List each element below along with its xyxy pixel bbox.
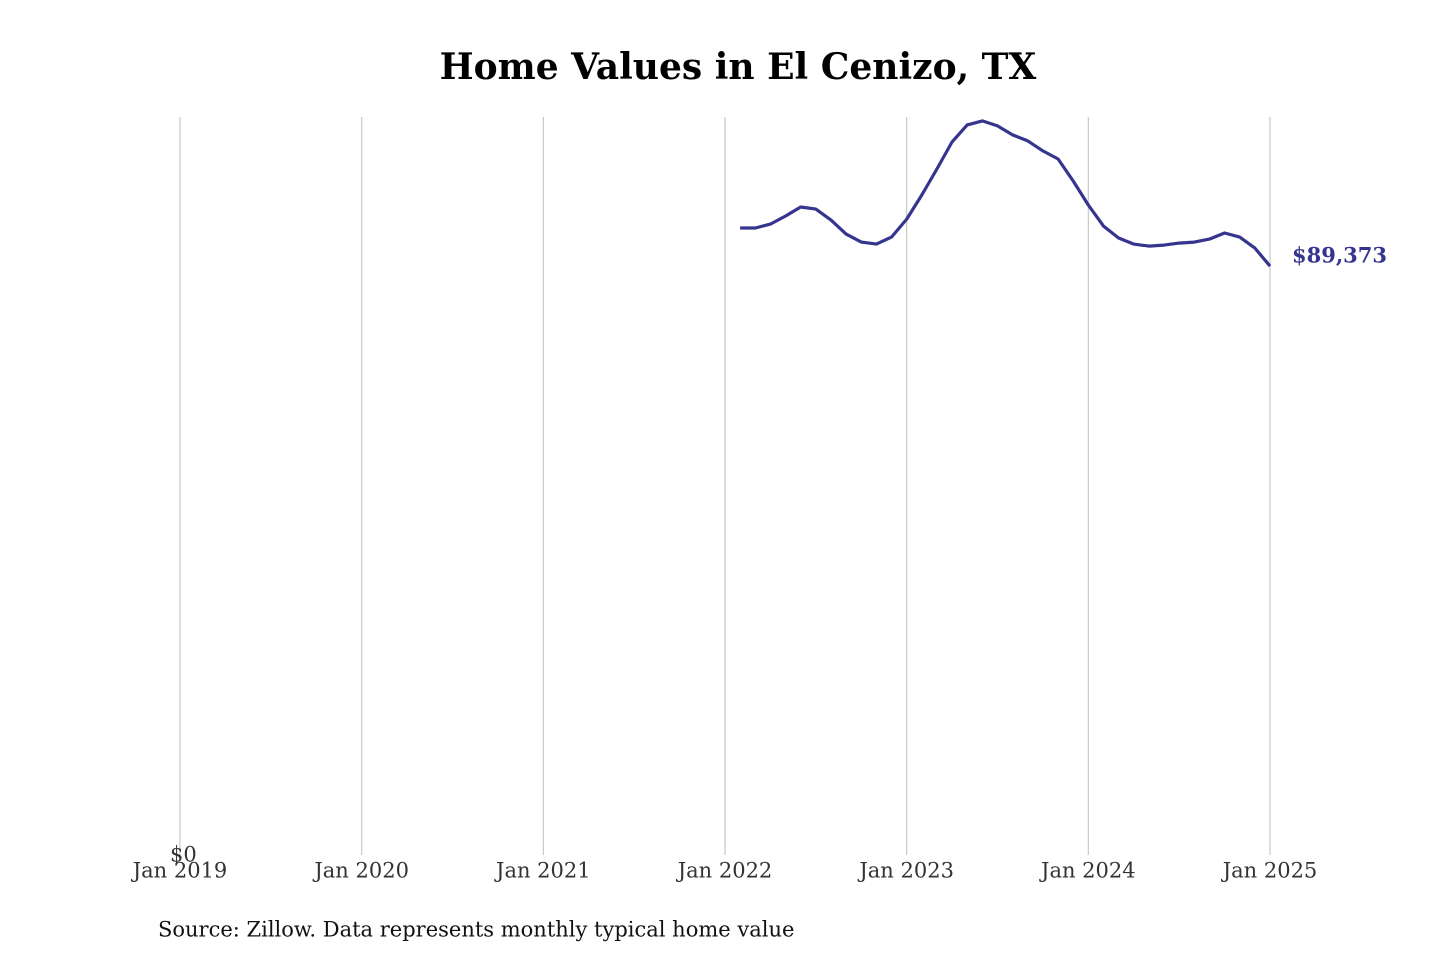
x-tick-label: Jan 2020 <box>312 859 409 883</box>
line-series <box>740 119 1272 268</box>
chart-title: Home Values in El Cenizo, TX <box>440 46 1037 88</box>
x-tick-label: Jan 2021 <box>494 859 591 883</box>
value-label: $89,373 <box>1292 243 1387 268</box>
x-tick-label: Jan 2025 <box>1221 859 1318 883</box>
y-tick-label: $0 <box>170 843 197 867</box>
x-tick-label: Jan 2022 <box>676 859 773 883</box>
source-note: Source: Zillow. Data represents monthly … <box>158 918 794 942</box>
x-tick-label: Jan 2019 <box>131 859 228 883</box>
x-tick-label: Jan 2024 <box>1039 859 1136 883</box>
x-tick-label: Jan 2023 <box>857 859 954 883</box>
